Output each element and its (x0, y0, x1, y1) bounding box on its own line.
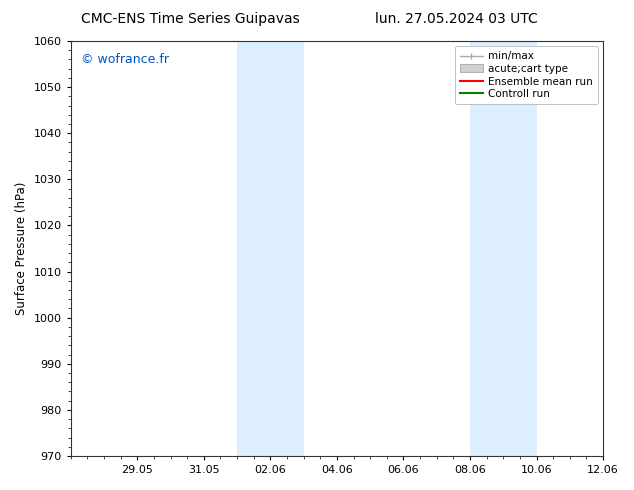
Text: lun. 27.05.2024 03 UTC: lun. 27.05.2024 03 UTC (375, 12, 538, 26)
Text: CMC-ENS Time Series Guipavas: CMC-ENS Time Series Guipavas (81, 12, 300, 26)
Y-axis label: Surface Pressure (hPa): Surface Pressure (hPa) (15, 182, 28, 315)
Bar (237, 41, 304, 456)
Legend: min/max, acute;cart type, Ensemble mean run, Controll run: min/max, acute;cart type, Ensemble mean … (455, 46, 598, 104)
Text: © wofrance.fr: © wofrance.fr (81, 53, 169, 67)
Bar (470, 41, 536, 456)
